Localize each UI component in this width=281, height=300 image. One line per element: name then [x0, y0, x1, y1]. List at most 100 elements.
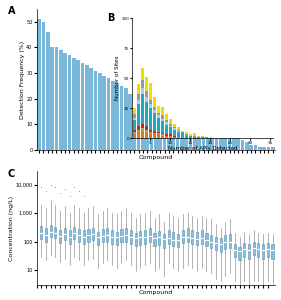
- Bar: [149, 132, 152, 133]
- Bar: [185, 136, 188, 138]
- Bar: [55, 47, 58, 150]
- Bar: [85, 65, 89, 150]
- Bar: [63, 52, 67, 150]
- Bar: [141, 124, 144, 128]
- Bar: [161, 134, 164, 136]
- Bar: [201, 136, 204, 137]
- Bar: [165, 136, 168, 138]
- Bar: [94, 70, 97, 150]
- Bar: [76, 60, 80, 150]
- Bar: [141, 80, 144, 88]
- Bar: [236, 137, 240, 150]
- Bar: [209, 137, 212, 138]
- Bar: [133, 120, 136, 130]
- Bar: [177, 234, 179, 247]
- Bar: [125, 228, 127, 242]
- Bar: [165, 134, 168, 136]
- Bar: [189, 136, 192, 138]
- Bar: [141, 94, 144, 124]
- Bar: [141, 101, 145, 150]
- Bar: [173, 137, 176, 138]
- Bar: [181, 133, 184, 137]
- Bar: [173, 124, 176, 127]
- Bar: [137, 104, 140, 126]
- Bar: [229, 234, 231, 248]
- Bar: [54, 227, 56, 239]
- Bar: [201, 230, 203, 244]
- Bar: [157, 115, 160, 118]
- Bar: [153, 113, 156, 131]
- Bar: [106, 228, 108, 242]
- Bar: [191, 230, 193, 244]
- Bar: [239, 247, 241, 260]
- Bar: [169, 124, 172, 126]
- Bar: [137, 99, 140, 150]
- Bar: [223, 130, 227, 150]
- Bar: [149, 228, 151, 242]
- Bar: [177, 127, 180, 130]
- Bar: [67, 55, 71, 150]
- Bar: [245, 142, 249, 150]
- Bar: [177, 137, 180, 138]
- Bar: [197, 137, 200, 138]
- Bar: [106, 78, 110, 150]
- Bar: [181, 131, 184, 132]
- Bar: [254, 145, 257, 150]
- Bar: [40, 226, 42, 239]
- Bar: [173, 128, 176, 130]
- Bar: [157, 113, 160, 115]
- Bar: [193, 122, 197, 150]
- Bar: [145, 130, 148, 132]
- Bar: [141, 131, 144, 138]
- Bar: [161, 119, 164, 121]
- Bar: [271, 147, 275, 150]
- Bar: [119, 86, 123, 150]
- Bar: [69, 230, 71, 244]
- Bar: [153, 233, 156, 246]
- Bar: [124, 88, 128, 150]
- Bar: [173, 136, 176, 137]
- Bar: [228, 132, 231, 150]
- Bar: [173, 127, 176, 128]
- Bar: [205, 233, 208, 246]
- Bar: [157, 132, 160, 133]
- Bar: [249, 145, 253, 150]
- Bar: [101, 229, 104, 242]
- Bar: [169, 127, 172, 134]
- Bar: [153, 107, 156, 110]
- Bar: [177, 130, 180, 131]
- Bar: [161, 107, 164, 115]
- Bar: [111, 230, 113, 244]
- Bar: [42, 22, 45, 150]
- Bar: [141, 128, 144, 131]
- Bar: [187, 228, 189, 242]
- Bar: [132, 96, 136, 150]
- Bar: [184, 119, 188, 150]
- Bar: [157, 106, 160, 113]
- Bar: [133, 118, 136, 120]
- Bar: [197, 124, 201, 150]
- Bar: [176, 117, 180, 150]
- Bar: [167, 114, 171, 150]
- Bar: [157, 118, 160, 132]
- Bar: [137, 94, 140, 100]
- Bar: [189, 122, 192, 150]
- Bar: [130, 230, 132, 244]
- Bar: [73, 227, 75, 239]
- Bar: [149, 104, 152, 108]
- Bar: [45, 228, 47, 242]
- Bar: [182, 230, 184, 243]
- Bar: [111, 81, 115, 150]
- Bar: [137, 126, 140, 130]
- Bar: [145, 126, 148, 130]
- Bar: [177, 131, 180, 132]
- Bar: [205, 137, 208, 138]
- Bar: [139, 231, 141, 245]
- Bar: [196, 232, 198, 245]
- Bar: [271, 244, 274, 259]
- Bar: [185, 132, 188, 134]
- Bar: [50, 47, 54, 150]
- Bar: [59, 230, 61, 243]
- Text: B: B: [107, 13, 114, 23]
- Bar: [137, 100, 140, 104]
